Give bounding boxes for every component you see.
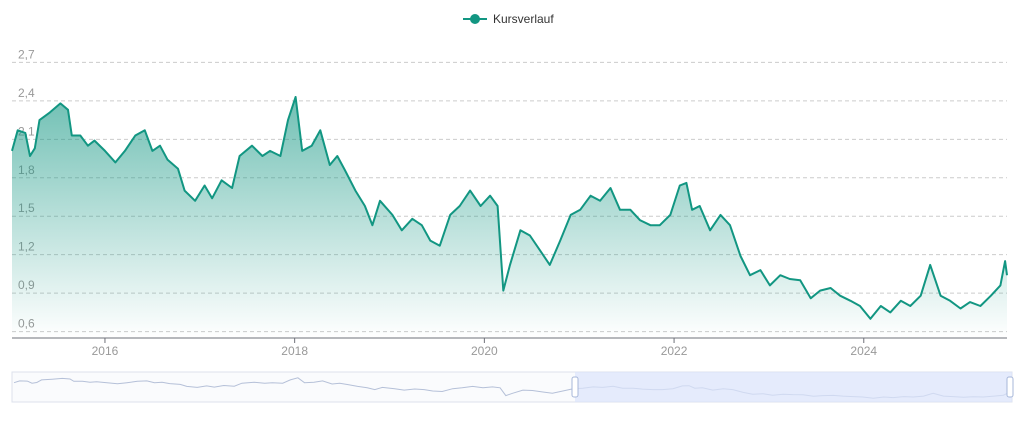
legend[interactable]: Kursverlauf xyxy=(463,12,554,26)
y-tick-label: 2,7 xyxy=(18,47,35,61)
slider-handle[interactable] xyxy=(1006,376,1014,398)
slider-handle[interactable] xyxy=(571,376,579,398)
y-tick-label: 2,4 xyxy=(18,86,35,100)
x-tick-label: 2022 xyxy=(661,344,688,358)
x-tick-label: 2024 xyxy=(850,344,877,358)
x-tick-label: 2018 xyxy=(281,344,308,358)
zoom-slider[interactable] xyxy=(11,371,1014,403)
slider-window xyxy=(575,372,1012,402)
legend-marker xyxy=(470,14,480,24)
x-tick-label: 2020 xyxy=(471,344,498,358)
x-tick-label: 2016 xyxy=(92,344,119,358)
price-line xyxy=(11,96,1008,320)
area xyxy=(12,97,1007,338)
legend-label: Kursverlauf xyxy=(493,12,554,26)
